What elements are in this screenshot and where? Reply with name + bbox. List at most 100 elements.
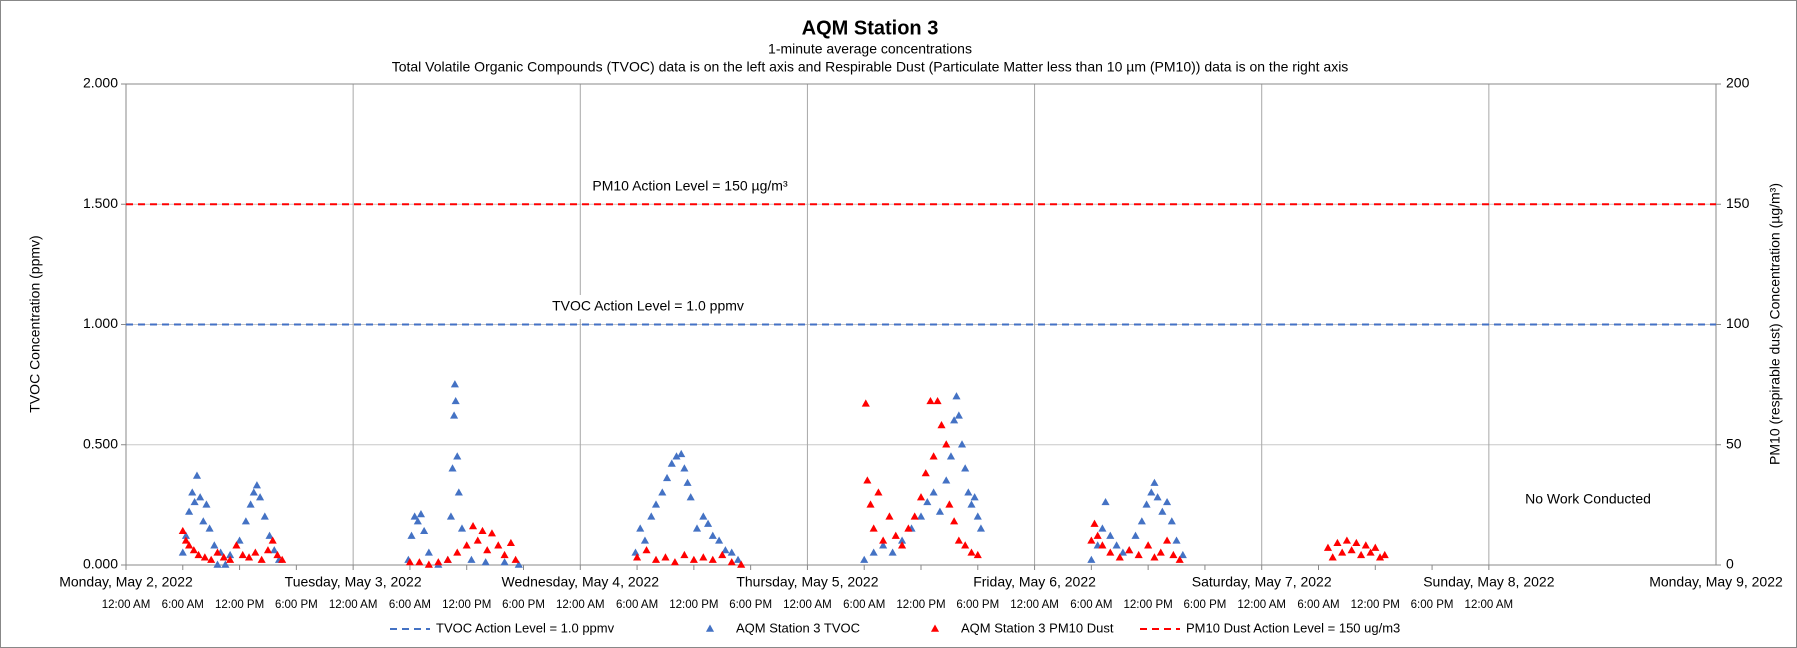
data-point: [257, 555, 266, 563]
data-point: [954, 411, 963, 419]
data-point: [500, 550, 509, 559]
data-point: [1352, 538, 1361, 547]
chart-subtitle: 1-minute average concentrations: [768, 41, 972, 57]
y-tick-label: 2.000: [83, 75, 118, 91]
data-point: [213, 560, 222, 568]
data-point: [232, 541, 241, 549]
legend-label: TVOC Action Level = 1.0 ppmv: [436, 620, 615, 635]
data-point: [410, 512, 419, 520]
data-point: [451, 396, 460, 405]
data-point: [235, 536, 244, 544]
x-minor-tick-label: 12:00 AM: [1465, 599, 1514, 611]
x-minor-tick-label: 12:00 AM: [102, 599, 151, 611]
chart-title: AQM Station 3: [802, 17, 939, 39]
data-point: [185, 541, 194, 549]
y2-tick-label: 150: [1726, 195, 1750, 211]
x-minor-tick-label: 6:00 PM: [502, 599, 545, 611]
data-point: [680, 464, 689, 472]
legend-symbol: [705, 624, 715, 632]
data-point: [238, 550, 247, 559]
y-axis-label: TVOC Concentration (ppmv): [27, 235, 43, 412]
y2-tick-label: 0: [1726, 556, 1734, 572]
x-minor-tick-label: 6:00 PM: [729, 599, 772, 611]
x-minor-tick-label: 12:00 PM: [669, 599, 718, 611]
data-point: [454, 488, 463, 496]
data-point: [935, 507, 944, 515]
data-point: [1098, 524, 1107, 532]
data-point: [904, 524, 913, 532]
data-point: [715, 536, 724, 544]
data-point: [278, 555, 287, 563]
data-point: [1380, 550, 1389, 559]
data-point: [1178, 550, 1187, 559]
annotation-bg: [585, 175, 795, 199]
data-point: [1333, 538, 1342, 547]
annotation: PM10 Action Level = 150 µg/m³: [592, 178, 788, 194]
data-point: [252, 481, 261, 489]
data-point: [898, 541, 907, 549]
legend-symbol: [930, 624, 940, 632]
data-point: [952, 392, 961, 400]
data-point: [270, 546, 279, 554]
x-minor-tick-label: 6:00 AM: [843, 599, 885, 611]
annotation: No Work Conducted: [1525, 491, 1651, 507]
data-point: [1142, 500, 1151, 508]
data-point: [213, 548, 222, 556]
data-point: [640, 536, 650, 544]
data-point: [219, 553, 228, 561]
data-point: [699, 512, 708, 520]
data-point: [256, 493, 265, 501]
data-point: [190, 497, 199, 506]
data-point: [950, 416, 959, 424]
data-point: [483, 546, 492, 554]
data-point: [205, 524, 214, 532]
y2-tick-label: 100: [1726, 315, 1750, 331]
data-point: [686, 493, 695, 501]
x-minor-tick-label: 6:00 PM: [1411, 599, 1454, 611]
x-minor-tick-label: 12:00 AM: [556, 599, 605, 611]
data-point: [1361, 541, 1370, 549]
data-point: [1147, 488, 1156, 496]
data-point: [926, 396, 935, 405]
data-point: [494, 541, 503, 549]
annotation: TVOC Action Level = 1.0 ppmv: [552, 298, 744, 314]
x-minor-tick-label: 12:00 PM: [1351, 599, 1400, 611]
data-point: [651, 500, 661, 508]
data-point: [450, 380, 459, 388]
data-point: [937, 421, 946, 429]
data-point: [249, 488, 258, 496]
data-point: [699, 553, 708, 561]
data-point: [642, 546, 651, 554]
data-point: [207, 555, 216, 563]
data-point: [194, 550, 203, 559]
data-point: [976, 524, 985, 532]
data-point: [888, 548, 897, 556]
data-point: [1106, 531, 1115, 539]
data-point: [631, 548, 640, 556]
data-point: [863, 476, 872, 484]
x-tick-label: Sunday, May 8, 2022: [1423, 574, 1554, 590]
data-point: [973, 550, 982, 559]
data-point: [448, 464, 457, 472]
data-point: [885, 512, 894, 520]
data-point: [462, 541, 471, 549]
data-point: [1137, 517, 1146, 525]
data-point: [450, 411, 459, 419]
x-minor-tick-label: 6:00 AM: [162, 599, 204, 611]
y-tick-label: 1.000: [83, 315, 118, 331]
data-point: [263, 546, 273, 554]
x-minor-tick-label: 6:00 AM: [1070, 599, 1112, 611]
x-minor-tick-label: 12:00 AM: [329, 599, 378, 611]
data-point: [933, 396, 942, 405]
data-point: [468, 522, 478, 530]
data-point: [916, 512, 926, 520]
data-point: [866, 500, 875, 508]
data-point: [708, 531, 717, 539]
data-point: [636, 524, 645, 532]
data-point: [667, 459, 676, 467]
data-point: [1175, 555, 1184, 563]
data-point: [1158, 507, 1167, 515]
chart-subtitle: Total Volatile Organic Compounds (TVOC) …: [392, 59, 1349, 75]
x-minor-tick-label: 12:00 PM: [442, 599, 491, 611]
